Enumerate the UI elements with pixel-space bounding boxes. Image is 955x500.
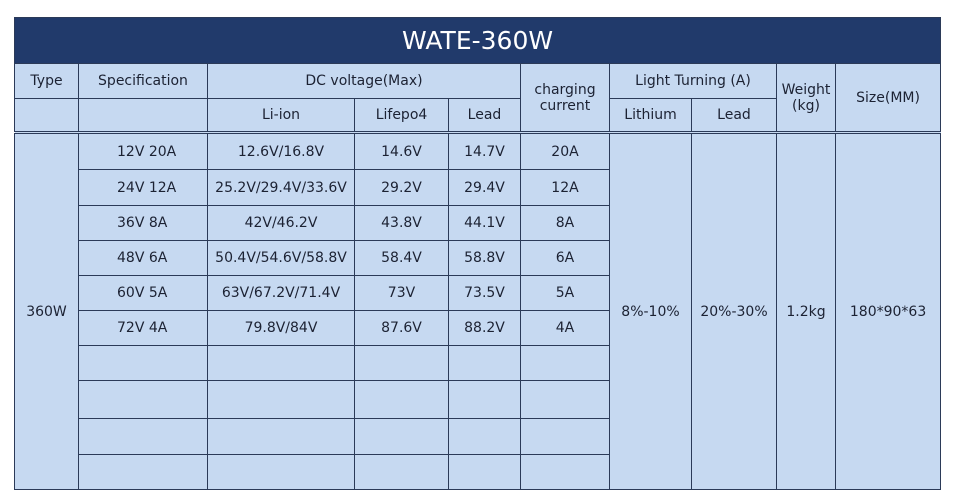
cell: 87.6V: [354, 310, 449, 346]
empty-cell: [14, 98, 79, 133]
header: DC voltage(Max): [207, 63, 521, 99]
cell: 29.2V: [354, 169, 449, 206]
empty-cell: [448, 454, 521, 490]
row: 24V 12A 25.2V/29.4V/33.6V 29.2V 29.4V 12A: [15, 169, 941, 206]
cell: 50.4V/54.6V/58.8V: [207, 240, 355, 276]
cell: 73V: [354, 275, 449, 311]
cell: 63V/67.2V/71.4V: [207, 275, 355, 311]
header: Weight (kg): [776, 63, 836, 133]
empty-cell: [520, 418, 610, 455]
row: 60V 5A 63V/67.2V/71.4V 73V 73.5V 5A: [15, 275, 941, 311]
header: Lifepo4: [354, 98, 449, 133]
cell: 12V 20A: [78, 131, 208, 170]
row: 72V 4A 79.8V/84V 87.6V 88.2V 4A: [15, 310, 941, 346]
cell: 4A: [520, 310, 610, 346]
empty-cell: [520, 454, 610, 490]
empty-cell: [520, 345, 610, 381]
cell: 58.4V: [354, 240, 449, 276]
header: Lead: [448, 98, 521, 133]
empty-cell: [207, 454, 355, 490]
cell: 1.2kg: [776, 131, 836, 490]
cell: 14.7V: [448, 131, 521, 170]
cell: 12A: [520, 169, 610, 206]
cell: 8%-10%: [609, 131, 692, 490]
header: Lithium: [609, 98, 692, 133]
cell: 14.6V: [354, 131, 449, 170]
cell: 88.2V: [448, 310, 521, 346]
cell: 43.8V: [354, 205, 449, 241]
cell: 25.2V/29.4V/33.6V: [207, 169, 355, 206]
cell: 48V 6A: [78, 240, 208, 276]
cell: 20%-30%: [691, 131, 777, 490]
cell: 36V 8A: [78, 205, 208, 241]
empty-cell: [78, 418, 208, 455]
empty-cell: [354, 380, 449, 419]
empty-cell: [207, 418, 355, 455]
empty-cell: [354, 345, 449, 381]
empty-cell: [78, 345, 208, 381]
cell: 79.8V/84V: [207, 310, 355, 346]
cell: 58.8V: [448, 240, 521, 276]
cell: 360W: [14, 131, 79, 490]
header: Lead: [691, 98, 777, 133]
empty-cell: [207, 345, 355, 381]
row: [15, 345, 941, 381]
header: Light Turning (A): [609, 63, 777, 99]
header: Type: [14, 63, 79, 99]
empty-cell: [354, 418, 449, 455]
cell: 24V 12A: [78, 169, 208, 206]
empty-cell: [354, 454, 449, 490]
empty-cell: [78, 98, 208, 133]
header: Specification: [78, 63, 208, 99]
cell: 60V 5A: [78, 275, 208, 311]
header: Li-ion: [207, 98, 355, 133]
empty-cell: [78, 454, 208, 490]
empty-cell: [448, 345, 521, 381]
cell: 20A: [520, 131, 610, 170]
spec-table: WATE-360W Type Specification DC voltage(…: [13, 17, 942, 490]
cell: 42V/46.2V: [207, 205, 355, 241]
row: 36V 8A 42V/46.2V 43.8V 44.1V 8A: [15, 205, 941, 241]
empty-cell: [448, 418, 521, 455]
row: [15, 418, 941, 455]
empty-cell: [520, 380, 610, 419]
cell: 5A: [520, 275, 610, 311]
header: charging current: [520, 63, 610, 133]
cell: 29.4V: [448, 169, 521, 206]
row: 360W 12V 20A 12.6V/16.8V 14.6V 14.7V 20A 8%-10…: [14, 131, 942, 490]
cell: 12.6V/16.8V: [207, 131, 355, 170]
title: WATE-360W: [13, 17, 942, 64]
cell: 6A: [520, 240, 610, 276]
header: Size(MM): [834, 63, 942, 133]
cell: 180*90*63: [834, 131, 942, 490]
empty-cell: [207, 380, 355, 419]
cell: 72V 4A: [78, 310, 208, 346]
cell: 8A: [520, 205, 610, 241]
empty-cell: [78, 380, 208, 419]
row: 48V 6A 50.4V/54.6V/58.8V 58.4V 58.8V 6A: [15, 240, 941, 276]
cell: 73.5V: [448, 275, 521, 311]
cell: 44.1V: [448, 205, 521, 241]
empty-cell: [448, 380, 521, 419]
row: [15, 454, 941, 490]
